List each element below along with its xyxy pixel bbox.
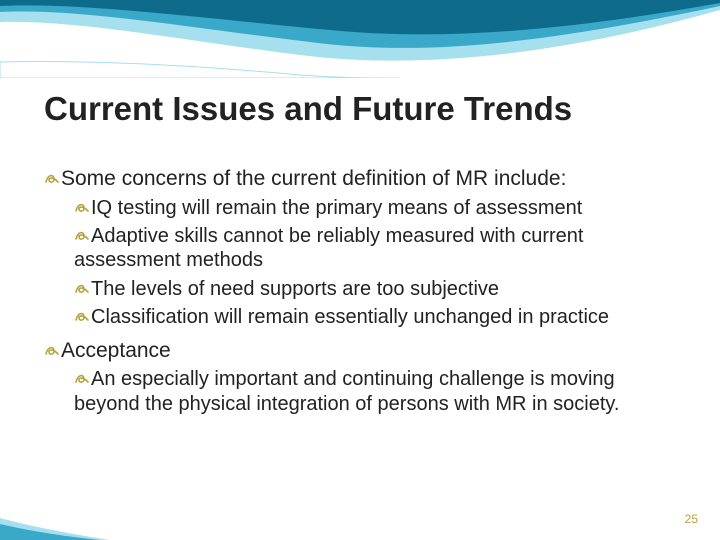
slide-body: Some concerns of the current definition … bbox=[44, 158, 676, 416]
item-text: Adaptive skills cannot be reliably measu… bbox=[74, 225, 583, 271]
item-text: Some concerns of the current definition … bbox=[61, 167, 566, 190]
list-item: Adaptive skills cannot be reliably measu… bbox=[74, 224, 676, 273]
item-text: An especially important and continuing c… bbox=[74, 368, 619, 414]
list-item: Acceptance bbox=[44, 338, 676, 364]
bullet-icon bbox=[74, 279, 90, 299]
wave-decoration-bottom-left bbox=[0, 512, 110, 540]
list-item: The levels of need supports are too subj… bbox=[74, 277, 676, 301]
list-item: Some concerns of the current definition … bbox=[44, 166, 676, 192]
wave-decoration-top bbox=[0, 0, 720, 78]
item-text: IQ testing will remain the primary means… bbox=[91, 197, 582, 219]
bullet-icon bbox=[74, 198, 90, 218]
bullet-icon bbox=[74, 226, 90, 246]
bullet-icon bbox=[44, 168, 60, 190]
page-number: 25 bbox=[685, 512, 698, 526]
bullet-icon bbox=[44, 340, 60, 362]
list-item: Classification will remain essentially u… bbox=[74, 305, 676, 329]
slide-title: Current Issues and Future Trends bbox=[44, 90, 676, 128]
item-text: Classification will remain essentially u… bbox=[91, 306, 609, 328]
slide: Current Issues and Future Trends Some co… bbox=[0, 0, 720, 540]
bullet-icon bbox=[74, 369, 90, 389]
item-text: Acceptance bbox=[61, 339, 171, 362]
list-item: An especially important and continuing c… bbox=[74, 367, 676, 416]
item-text: The levels of need supports are too subj… bbox=[91, 278, 499, 300]
bullet-icon bbox=[74, 307, 90, 327]
list-item: IQ testing will remain the primary means… bbox=[74, 196, 676, 220]
